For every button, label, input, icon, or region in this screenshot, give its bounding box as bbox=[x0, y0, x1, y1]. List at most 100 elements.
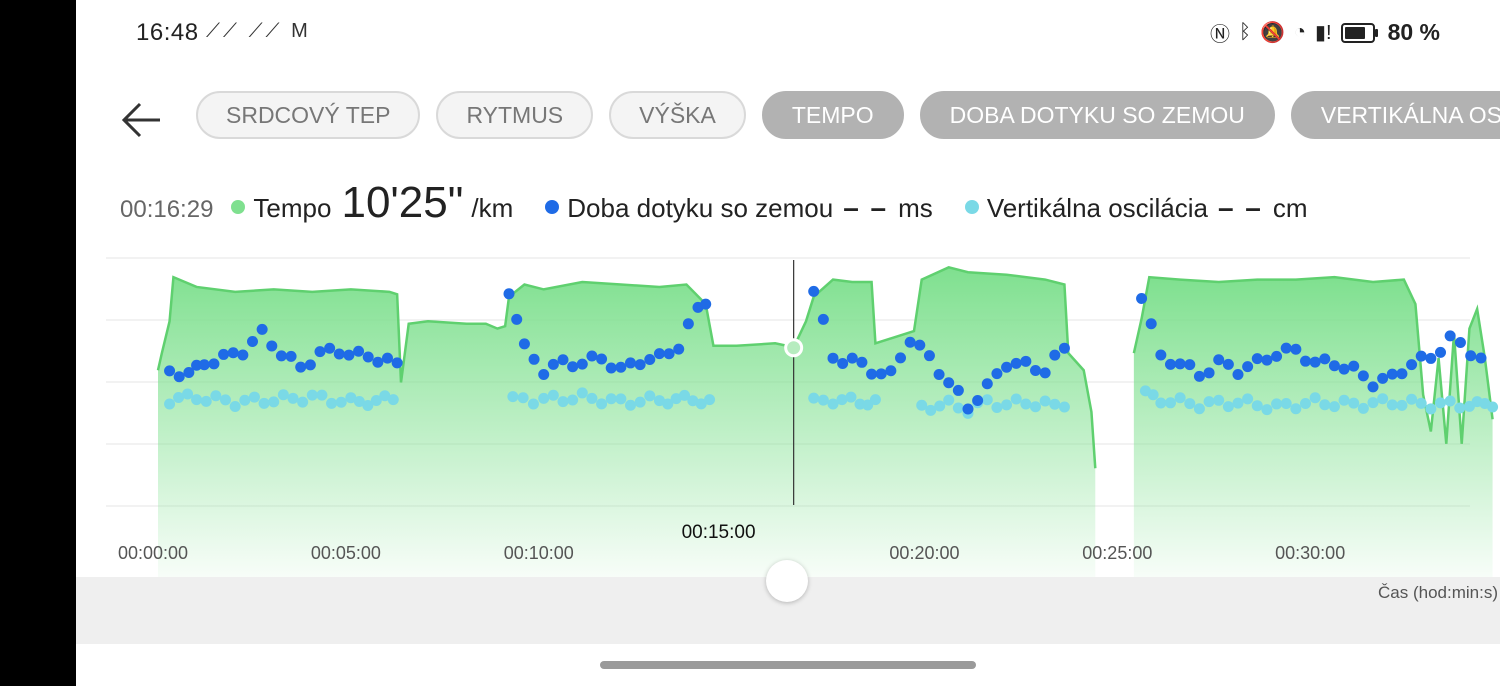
tab-srdcovy-tep[interactable]: SRDCOVÝ TEP bbox=[196, 91, 421, 139]
readout-timestamp: 00:16:29 bbox=[120, 196, 214, 223]
contact-point bbox=[1049, 349, 1061, 361]
contact-point bbox=[1415, 350, 1427, 362]
contact-point bbox=[1155, 349, 1167, 361]
tab-vyska[interactable]: VÝŠKA bbox=[609, 91, 746, 139]
vertical-point bbox=[943, 394, 955, 406]
vertical-point bbox=[1242, 393, 1254, 405]
contact-point bbox=[837, 357, 849, 369]
contact-point bbox=[1309, 356, 1321, 368]
contact-point bbox=[1020, 355, 1032, 367]
vertical-point bbox=[370, 394, 382, 406]
x-tick-label: 00:30:00 bbox=[1275, 543, 1345, 563]
notification-icons: ⟋⟋ ⟋⟋ M bbox=[206, 20, 311, 43]
vertical-point bbox=[517, 392, 529, 404]
vertical-point bbox=[1328, 401, 1340, 413]
contact-point bbox=[700, 298, 712, 310]
contact-point bbox=[1475, 352, 1487, 364]
vertical-point bbox=[277, 389, 289, 401]
contact-point bbox=[1232, 368, 1244, 380]
x-tick-label: 00:10:00 bbox=[504, 543, 574, 563]
contact-point bbox=[923, 350, 935, 362]
contact-point bbox=[324, 342, 336, 354]
vertical-point bbox=[695, 398, 707, 410]
vertical-point bbox=[869, 394, 881, 406]
contact-point bbox=[1193, 370, 1205, 382]
contact-point bbox=[372, 356, 384, 368]
vertical-point bbox=[596, 398, 608, 410]
tempo-unit: /km bbox=[471, 193, 514, 223]
vertical-value: – – bbox=[1217, 192, 1263, 223]
vertical-point bbox=[1147, 389, 1159, 401]
x-axis-title: Čas (hod:min:s) bbox=[1378, 583, 1498, 602]
contact-point bbox=[981, 378, 993, 390]
tab-tempo[interactable]: TEMPO bbox=[761, 91, 904, 139]
contact-point bbox=[576, 358, 588, 370]
contact-point bbox=[1261, 354, 1273, 366]
contact-point bbox=[952, 384, 964, 396]
contact-point bbox=[1001, 361, 1013, 373]
vertical-point bbox=[1309, 392, 1321, 404]
back-arrow-icon[interactable] bbox=[120, 98, 164, 142]
vertical-point bbox=[173, 391, 185, 403]
contact-point bbox=[634, 359, 646, 371]
contact-point bbox=[218, 348, 230, 360]
vertical-point bbox=[662, 398, 674, 410]
vertical-point bbox=[1222, 401, 1234, 413]
contact-point bbox=[1174, 358, 1186, 370]
contact-legend-dot bbox=[545, 200, 560, 214]
vertical-point bbox=[836, 394, 848, 406]
gmail-icon: M bbox=[291, 20, 311, 42]
vertical-point bbox=[916, 399, 928, 411]
home-indicator[interactable] bbox=[600, 661, 976, 669]
vertical-point bbox=[1425, 403, 1437, 415]
contact-point bbox=[198, 359, 210, 371]
vertical-point bbox=[634, 396, 646, 408]
contact-point bbox=[1444, 330, 1456, 342]
contact-point bbox=[673, 343, 685, 355]
vertical-point bbox=[644, 390, 656, 402]
vertical-point bbox=[952, 402, 964, 414]
nfc-icon: Ⓝ bbox=[1210, 24, 1230, 46]
contact-point bbox=[1039, 367, 1051, 379]
bluetooth-icon: ᛒ bbox=[1239, 21, 1251, 43]
vertical-point bbox=[527, 398, 539, 410]
contact-point bbox=[1058, 342, 1070, 354]
vertical-point bbox=[586, 392, 598, 404]
vertical-point bbox=[1020, 398, 1032, 410]
contact-point bbox=[304, 359, 316, 371]
vertical-point bbox=[306, 389, 318, 401]
contact-point bbox=[1271, 350, 1283, 362]
contact-point bbox=[391, 357, 403, 369]
contact-point bbox=[183, 366, 195, 378]
tempo-line-1 bbox=[1132, 275, 1494, 444]
vertical-point bbox=[326, 397, 338, 409]
vertical-point bbox=[576, 387, 588, 399]
contact-point bbox=[933, 368, 945, 380]
contact-point bbox=[1338, 363, 1350, 375]
contact-point bbox=[653, 348, 665, 360]
tab-doba-dotyku[interactable]: DOBA DOTYKU SO ZEMOU bbox=[919, 91, 1275, 139]
x-tick-label: 00:15:00 bbox=[682, 522, 756, 543]
vertical-point bbox=[934, 400, 946, 412]
vertical-point bbox=[297, 396, 309, 408]
tab-rytmus[interactable]: RYTMUS bbox=[436, 91, 594, 139]
vertical-legend-dot bbox=[964, 200, 979, 214]
contact-point bbox=[362, 351, 374, 363]
contact-point bbox=[1280, 342, 1292, 354]
tab-vertikalna-oscilacia[interactable]: VERTIKÁLNA OSCILÁCIA bbox=[1290, 91, 1500, 139]
contact-point bbox=[625, 357, 636, 369]
vertical-point bbox=[1406, 393, 1418, 405]
vertical-point bbox=[182, 388, 194, 400]
contact-point bbox=[1184, 359, 1196, 371]
contact-point bbox=[972, 395, 984, 407]
vertical-point bbox=[316, 389, 328, 401]
contact-point bbox=[1425, 352, 1437, 364]
system-icons: Ⓝ ᛒ 🔕 ◔ ▮! 80 % bbox=[1210, 18, 1440, 47]
running-metrics-chart[interactable]: 00:00:00 00:05:00 00:10:00 00:15:00 00:20:00… bbox=[76, 250, 1500, 580]
vertical-point bbox=[1367, 397, 1379, 409]
contact-point bbox=[904, 336, 916, 348]
contact-label: Doba dotyku so zemou bbox=[567, 193, 834, 223]
timeline-scrubber-handle[interactable] bbox=[766, 560, 808, 602]
vertical-point bbox=[1193, 403, 1205, 415]
contact-point bbox=[353, 345, 365, 357]
